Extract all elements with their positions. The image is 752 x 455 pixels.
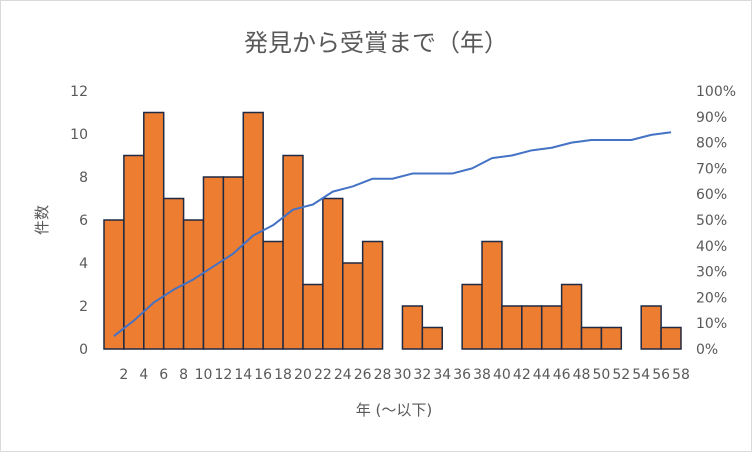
histogram-bar — [322, 197, 344, 350]
x-tick-label: 28 — [374, 367, 392, 383]
histogram-bar — [282, 154, 304, 350]
x-tick-label: 16 — [254, 367, 272, 383]
histogram-bar — [421, 326, 443, 350]
histogram-bar — [660, 326, 682, 350]
x-tick-label: 50 — [592, 367, 610, 383]
x-axis-ticks: 2 4 6 8 10 12 14 16 18 20 22 24 26 28 30 32 34 36 38 40 42 44… — [119, 367, 689, 383]
histogram-bar — [461, 283, 483, 350]
y2-axis-ticks: 0% 10% 20% 30% 40% 50% 60% 70% 80% 90% 100% — [696, 84, 736, 358]
bar-series — [103, 111, 682, 350]
y-tick-label: 10 — [70, 127, 88, 143]
histogram-bar — [361, 240, 384, 350]
x-tick-label: 18 — [274, 367, 292, 383]
x-tick-label: 30 — [394, 367, 412, 383]
y-axis-ticks: 0 2 4 6 8 10 12 — [70, 84, 88, 358]
y-tick-label: 2 — [79, 299, 88, 315]
x-tick-label: 14 — [234, 367, 252, 383]
x-tick-label: 20 — [294, 367, 312, 383]
histogram-bar — [580, 326, 603, 350]
x-tick-label: 52 — [612, 367, 630, 383]
y2-tick-label: 0% — [696, 342, 718, 358]
histogram-bar — [143, 111, 165, 350]
y2-tick-label: 50% — [696, 213, 727, 229]
chart-title: 発見から受賞まで（年） — [244, 29, 508, 57]
y2-tick-label: 10% — [696, 316, 727, 332]
y-tick-label: 6 — [79, 213, 88, 229]
x-tick-label: 56 — [652, 367, 670, 383]
x-tick-label: 24 — [334, 367, 352, 383]
histogram-bar — [640, 305, 662, 350]
x-tick-label: 58 — [672, 367, 690, 383]
y2-tick-label: 30% — [696, 265, 727, 281]
x-tick-label: 6 — [159, 367, 168, 383]
histogram-bar — [501, 305, 523, 350]
x-tick-label: 8 — [179, 367, 188, 383]
x-tick-label: 48 — [573, 367, 591, 383]
x-axis-label: 年 (〜以下) — [356, 401, 432, 419]
histogram-bar — [521, 305, 543, 350]
x-tick-label: 44 — [533, 367, 551, 383]
histogram-bar — [401, 305, 424, 350]
y2-tick-label: 20% — [696, 290, 727, 306]
histogram-bar — [262, 240, 284, 350]
histogram-bar — [481, 240, 503, 350]
y-tick-label: 4 — [79, 256, 88, 272]
x-tick-label: 22 — [314, 367, 332, 383]
y2-tick-label: 60% — [696, 187, 727, 203]
x-tick-label: 32 — [413, 367, 431, 383]
cumulative-line — [113, 131, 672, 337]
histogram-bar — [222, 176, 245, 350]
x-tick-label: 46 — [553, 367, 571, 383]
y2-tick-label: 90% — [696, 110, 727, 126]
x-tick-label: 42 — [513, 367, 531, 383]
histogram-bar — [162, 197, 185, 350]
y2-tick-label: 40% — [696, 239, 727, 255]
x-tick-label: 54 — [632, 367, 650, 383]
x-tick-label: 38 — [473, 367, 491, 383]
x-tick-label: 36 — [453, 367, 471, 383]
histogram-bar — [342, 262, 364, 350]
x-tick-label: 10 — [195, 367, 213, 383]
y2-tick-label: 100% — [696, 84, 736, 100]
histogram-bar — [302, 283, 324, 350]
x-tick-label: 12 — [214, 367, 232, 383]
x-tick-label: 40 — [493, 367, 511, 383]
y-tick-label: 8 — [79, 170, 88, 186]
y2-tick-label: 70% — [696, 161, 727, 177]
histogram-bar — [540, 305, 563, 350]
histogram-bar — [560, 283, 583, 350]
y2-tick-label: 80% — [696, 136, 727, 152]
x-tick-label: 26 — [354, 367, 372, 383]
y-axis-label: 件数 — [33, 205, 51, 235]
x-tick-label: 4 — [139, 367, 148, 383]
x-tick-label: 2 — [119, 367, 128, 383]
x-tick-label: 34 — [433, 367, 451, 383]
y-tick-label: 12 — [70, 84, 88, 100]
y-tick-label: 0 — [79, 342, 88, 358]
cumulative-line-series — [113, 131, 672, 337]
histogram-bar — [182, 219, 205, 350]
histogram-bar — [600, 326, 623, 350]
